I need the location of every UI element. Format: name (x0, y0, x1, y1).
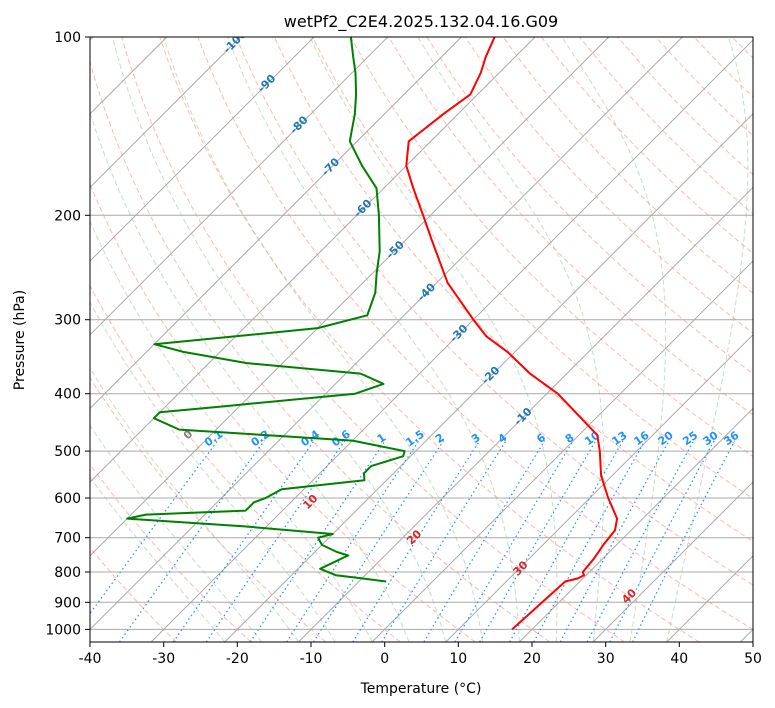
mixing-ratio-line (119, 440, 265, 642)
y-tick-label: 200 (54, 208, 81, 224)
x-tick-label: 30 (597, 651, 615, 667)
x-tick-label: 20 (523, 651, 541, 667)
dry-adiabat (90, 60, 551, 642)
dewpoint-line (126, 37, 406, 583)
moist-adiabat (561, 37, 667, 642)
dry-adiabat (426, 37, 753, 375)
mixing-ratio-line (352, 440, 481, 642)
dry-adiabat (121, 37, 625, 642)
mixing-ratio-line (586, 440, 695, 642)
x-tick-label: -40 (79, 651, 102, 667)
x-tick-label: -30 (152, 651, 175, 667)
isotherm-line (592, 481, 753, 642)
y-axis-label: Pressure (hPa) (12, 290, 28, 390)
plot-frame (89, 36, 754, 643)
y-tick-label: 300 (54, 313, 81, 329)
mixing-ratio-line (479, 440, 597, 642)
dry-adiabat (90, 546, 177, 642)
temperature-line (405, 37, 619, 631)
dry-adiabat (197, 37, 753, 630)
mixing-ratio-line (559, 440, 670, 642)
y-tick-label: 600 (54, 491, 81, 507)
moist-adiabat (163, 37, 484, 642)
isotherm-line (90, 37, 610, 557)
dry-adiabat (90, 182, 476, 642)
x-axis-label: Temperature (°C) (360, 681, 482, 697)
dry-adiabat (90, 376, 327, 642)
dry-adiabat (502, 37, 753, 294)
y-tick-label: 700 (54, 531, 81, 547)
isotherm-line (90, 37, 462, 410)
mixing-ratio-line (172, 440, 315, 642)
y-tick-label: 100 (54, 30, 81, 46)
isotherm-line (90, 37, 315, 262)
mixing-ratio-line (454, 440, 574, 642)
isotherm-line (371, 260, 753, 642)
isotherm-line (298, 186, 753, 642)
isotherm-line (90, 37, 389, 336)
y-tick-label: 900 (54, 595, 81, 611)
axis-ticks: -40 -30 -20 -10 0 10 20 30 40 50 100 200 300 400 500 60… (45, 30, 762, 667)
isotherm-line (224, 113, 753, 642)
moist-adiabat (90, 220, 373, 642)
moist-adiabat (309, 37, 558, 642)
profile-series (126, 37, 619, 631)
plot-background (90, 37, 753, 642)
isotherm-line (519, 407, 753, 642)
mixing-ratio-line (286, 440, 420, 642)
x-tick-label: -10 (300, 651, 323, 667)
y-tick-label: 500 (54, 444, 81, 460)
x-tick-label: 0 (380, 651, 389, 667)
isotherm-line (90, 37, 241, 189)
dry-adiabat (388, 37, 753, 416)
moist-adiabat (90, 476, 226, 642)
isotherm-line (150, 39, 753, 642)
mixing-ratio-line (609, 440, 715, 642)
mixing-ratio-line (423, 440, 546, 642)
dry-adiabat (159, 37, 700, 642)
y-tick-label: 400 (54, 387, 81, 403)
background-lines (90, 37, 753, 642)
dry-adiabat (90, 463, 252, 642)
moist-adiabat (227, 37, 520, 642)
mixing-ratio-line (381, 440, 507, 642)
dry-adiabat (311, 37, 753, 500)
mixing-ratio-line (533, 440, 646, 642)
y-tick-label: 1000 (45, 622, 81, 638)
isotherm-line (90, 37, 536, 483)
chart-title: wetPf2_C2E4.2025.132.04.16.G09 (284, 12, 558, 32)
y-tick-label: 800 (54, 565, 81, 581)
moist-adiabat (666, 37, 749, 642)
moist-adiabat (90, 424, 262, 642)
x-tick-label: 50 (744, 651, 762, 667)
moist-adiabat (112, 37, 447, 642)
mixing-ratio-line (632, 440, 736, 642)
dry-adiabat (235, 37, 753, 586)
mixing-ratio-line (509, 440, 624, 642)
isotherm-line (90, 37, 683, 631)
x-tick-label: 10 (449, 651, 467, 667)
x-tick-label: 40 (670, 651, 688, 667)
moist-adiabat (90, 111, 410, 642)
moist-adiabat (90, 301, 336, 642)
x-tick-label: -20 (226, 651, 249, 667)
isotherm-line (445, 334, 753, 642)
